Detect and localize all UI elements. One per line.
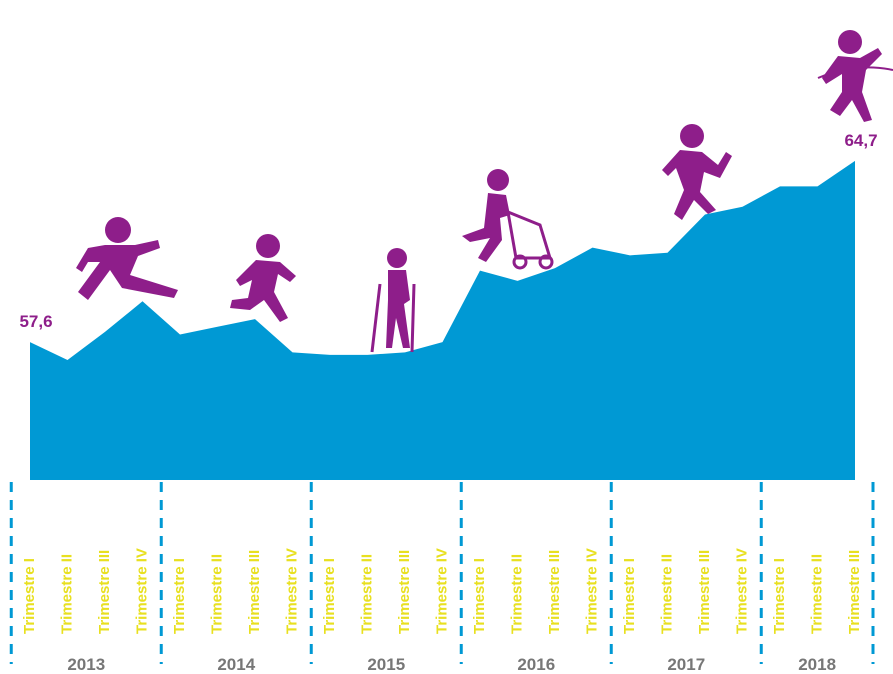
x-tick-label: Trimestre IV xyxy=(283,548,300,634)
x-tick-label: Trimestre III xyxy=(546,550,563,634)
x-tick-label: Trimestre I xyxy=(321,558,338,634)
x-tick-label: Trimestre IV xyxy=(133,548,150,634)
value-label: 57,6 xyxy=(19,312,52,331)
x-tick-label: Trimestre II xyxy=(358,554,375,634)
x-tick-label: Trimestre III xyxy=(696,550,713,634)
x-tick-label: Trimestre II xyxy=(208,554,225,634)
group-label: 2014 xyxy=(217,655,255,674)
group-label: 2016 xyxy=(517,655,555,674)
figure-runner xyxy=(230,234,296,322)
group-label: 2013 xyxy=(67,655,105,674)
group-label: 2015 xyxy=(367,655,405,674)
x-tick-label: Trimestre I xyxy=(171,558,188,634)
x-tick-label: Trimestre III xyxy=(246,550,263,634)
x-tick-label: Trimestre I xyxy=(471,558,488,634)
x-tick-label: Trimestre IV xyxy=(733,548,750,634)
area xyxy=(30,160,855,480)
x-tick-label: Trimestre II xyxy=(658,554,675,634)
figure-sprinter xyxy=(662,124,732,220)
figure-jumper xyxy=(76,217,178,300)
x-tick-label: Trimestre III xyxy=(846,550,863,634)
figure-stroller xyxy=(462,169,554,270)
figures xyxy=(76,30,893,353)
x-tick-label: Trimestre II xyxy=(808,554,825,634)
x-tick-label: Trimestre II xyxy=(508,554,525,634)
group-label: 2017 xyxy=(667,655,705,674)
x-tick-label: Trimestre II xyxy=(58,554,75,634)
x-tick-label: Trimestre III xyxy=(96,550,113,634)
group-label: 2018 xyxy=(798,655,836,674)
x-tick-label: Trimestre I xyxy=(21,558,38,634)
figure-finisher xyxy=(817,30,893,122)
value-label: 64,7 xyxy=(844,131,877,150)
x-tick-label: Trimestre IV xyxy=(433,548,450,634)
x-tick-label: Trimestre III xyxy=(396,550,413,634)
x-tick-label: Trimestre I xyxy=(621,558,638,634)
x-tick-label: Trimestre IV xyxy=(583,548,600,634)
x-tick-label: Trimestre I xyxy=(771,558,788,634)
figure-crutches xyxy=(370,248,416,353)
